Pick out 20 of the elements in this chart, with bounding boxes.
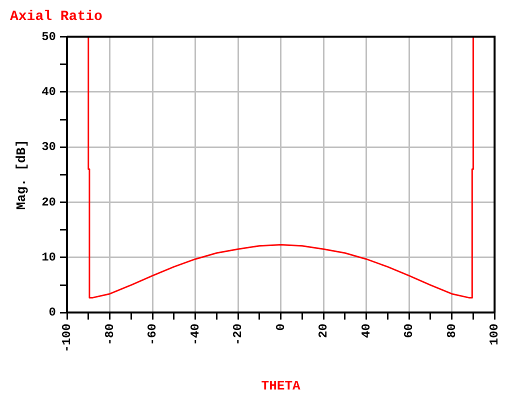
y-tick-label: 0 xyxy=(48,306,56,320)
y-tick-label: 30 xyxy=(42,140,56,154)
y-tick-label: 50 xyxy=(42,30,56,44)
x-tick-label: -60 xyxy=(146,324,160,346)
x-tick-label: 100 xyxy=(488,324,502,346)
x-tick-label: 0 xyxy=(274,324,288,331)
x-tick-label: -80 xyxy=(102,324,117,346)
x-tick-label: -100 xyxy=(60,324,74,352)
x-tick-label: -40 xyxy=(188,324,202,346)
x-tick-label: 40 xyxy=(359,324,374,338)
y-axis-title: Mag. [dB] xyxy=(14,140,30,210)
chart-title: Axial Ratio xyxy=(10,8,102,25)
x-tick-label: 20 xyxy=(316,324,331,338)
x-tick-label: -20 xyxy=(231,324,246,346)
y-tick-label: 20 xyxy=(42,195,56,210)
x-tick-label: 60 xyxy=(402,324,416,338)
y-tick-label: 10 xyxy=(42,250,56,264)
x-tick-label: 80 xyxy=(444,324,459,338)
x-axis-title: THETA xyxy=(261,378,300,394)
y-tick-label: 40 xyxy=(42,84,56,99)
